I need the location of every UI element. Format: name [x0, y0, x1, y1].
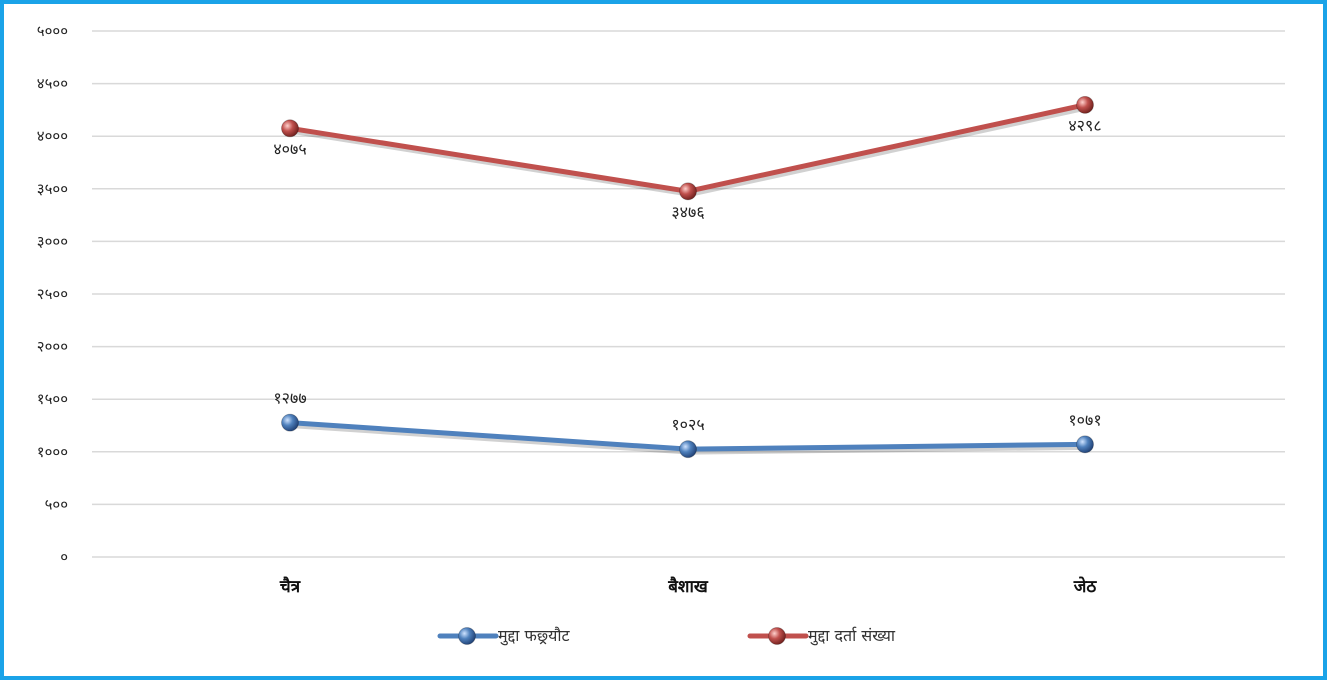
y-tick-label: ३०००: [37, 232, 68, 250]
data-label: ३४७६: [671, 202, 704, 221]
y-tick-label: ४०००: [37, 127, 68, 145]
data-point: [281, 413, 299, 432]
data-point: [679, 440, 697, 459]
y-tick-label: १५००: [37, 390, 68, 408]
x-tick-label: चैत्र: [279, 576, 301, 597]
legend-marker: [458, 627, 476, 645]
x-axis: चैत्र बैशाख जेठ: [279, 576, 1097, 597]
legend-label: मुद्दा दर्ता संख्या: [808, 626, 896, 646]
y-tick-label: ०: [60, 548, 68, 566]
y-tick-label: ५०००: [37, 22, 68, 40]
y-tick-label: ५००: [45, 495, 68, 513]
data-label: १०२५: [671, 415, 704, 434]
data-label: १०७१: [1068, 410, 1101, 429]
x-tick-label: जेठ: [1073, 576, 1098, 597]
y-tick-label: २५००: [37, 285, 68, 303]
legend: मुद्दा फछ्र्यौट मुद्दा दर्ता संख्या: [437, 626, 896, 646]
data-point: [1076, 435, 1094, 454]
y-tick-label: ३५००: [37, 180, 68, 198]
data-label: १२७७: [273, 389, 306, 408]
legend-marker: [768, 627, 786, 645]
gridlines: [92, 30, 1285, 558]
legend-label: मुद्दा फछ्र्यौट: [498, 626, 571, 646]
y-tick-label: ४५००: [37, 75, 68, 93]
series-group: १२७७ १०२५ १०७१ ४०७५ ३४७६ ४२९८: [273, 95, 1102, 459]
y-tick-label: २०००: [37, 338, 68, 356]
series-line-2: [287, 102, 1088, 194]
x-tick-label: बैशाख: [667, 576, 709, 597]
data-label: ४०७५: [273, 139, 306, 158]
y-tick-label: १०००: [37, 443, 68, 461]
y-axis: ० ५०० १००० १५०० २००० २५०० ३००० ३५०० ४००० ४५०० ५०००: [37, 22, 68, 566]
series-line-shadow: [289, 105, 1090, 197]
data-label: ४२९८: [1068, 116, 1101, 135]
data-point: [679, 182, 697, 201]
data-point: [1076, 95, 1094, 114]
data-point: [281, 119, 299, 138]
